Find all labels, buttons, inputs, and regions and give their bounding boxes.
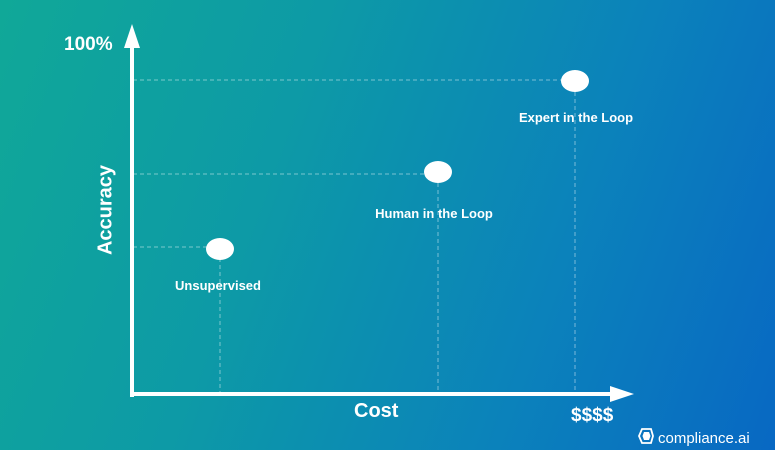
x-axis-arrow-icon [610, 386, 634, 402]
y-axis-title: Accuracy [94, 164, 117, 256]
compliance-logo: compliance.ai [638, 428, 750, 448]
point-human-in-the-loop [424, 161, 452, 183]
x-axis-title: Cost [354, 400, 399, 422]
point-label-unsupervised: Unsupervised [175, 278, 261, 293]
x-axis-max-label: $$$$ [571, 405, 614, 426]
y-axis-arrow-icon [124, 24, 140, 48]
point-expert-in-the-loop [561, 70, 589, 92]
y-axis-max-label: 100% [64, 34, 113, 55]
logo-text: compliance.ai [658, 429, 750, 447]
point-label-expert-in-the-loop: Expert in the Loop [518, 110, 634, 125]
compliance-logo-icon [638, 428, 654, 448]
point-label-human-in-the-loop: Human in the Loop [375, 206, 493, 221]
point-unsupervised [206, 238, 234, 260]
